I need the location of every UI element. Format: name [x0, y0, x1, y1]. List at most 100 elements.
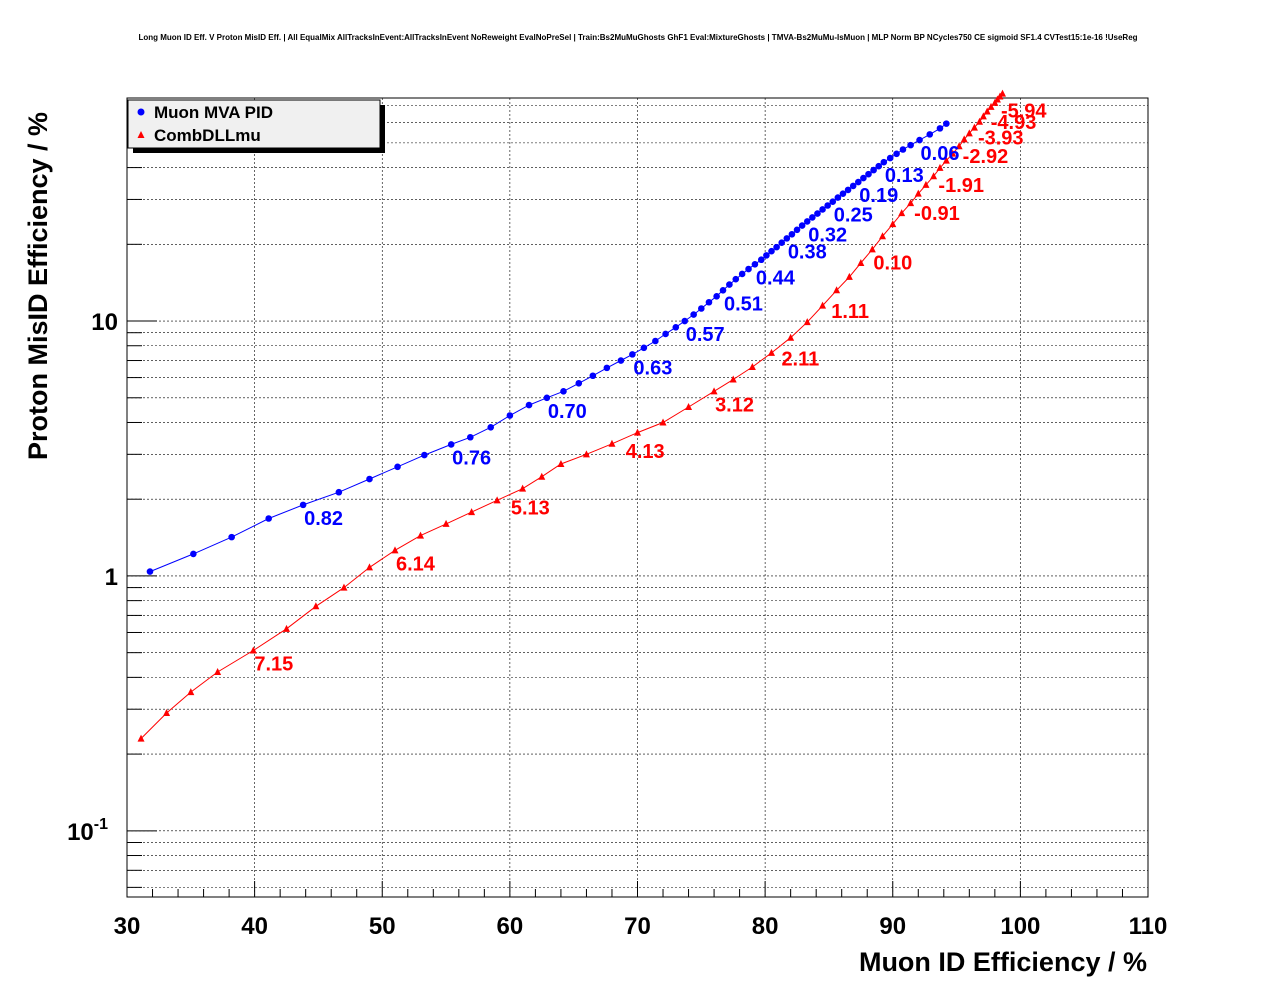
series-point-1	[803, 318, 811, 326]
series-point-1	[898, 209, 906, 217]
data-label: 0.57	[686, 324, 725, 346]
series-point-0	[839, 190, 847, 197]
legend-marker-mva	[137, 108, 145, 116]
series-point-0	[705, 298, 713, 306]
series-point-1	[819, 301, 827, 309]
series-point-0	[870, 166, 877, 174]
y-tick-exponent: -1	[94, 816, 108, 833]
series-point-1	[999, 89, 1007, 97]
series-point-1	[187, 688, 195, 696]
data-label: 2.11	[781, 349, 819, 371]
data-label: 0.10	[873, 252, 912, 274]
series-point-0	[788, 230, 796, 238]
series-point-1	[868, 245, 876, 253]
series-point-0	[543, 394, 551, 402]
series-point-0	[487, 423, 495, 431]
series-point-0	[506, 412, 514, 419]
series-point-0	[943, 120, 950, 127]
data-label: 0.06	[921, 143, 960, 165]
data-label: 0.38	[788, 241, 827, 263]
series-point-0	[926, 131, 934, 138]
series-point-0	[783, 235, 791, 242]
series-point-0	[575, 379, 583, 387]
series-point-0	[726, 281, 733, 288]
data-label: 0.32	[808, 224, 847, 246]
series-point-1	[557, 459, 565, 467]
series-point-0	[798, 222, 806, 229]
series-point-1	[468, 508, 476, 516]
x-tick-label: 30	[114, 913, 141, 940]
series-point-0	[366, 475, 373, 483]
series-point-1	[312, 602, 320, 610]
data-label: 0.44	[756, 267, 796, 289]
series-point-0	[773, 243, 780, 251]
series-point-0	[763, 252, 770, 259]
grid-layer	[126, 98, 1149, 897]
series-point-1	[987, 102, 995, 110]
series-point-0	[745, 265, 752, 273]
data-label: -0.91	[914, 203, 960, 225]
series-point-1	[833, 286, 841, 294]
series-point-0	[335, 488, 343, 496]
data-label: 5.13	[511, 497, 550, 519]
series-point-0	[819, 206, 826, 213]
x-tick-label: 60	[497, 913, 524, 940]
series-point-0	[809, 214, 816, 221]
series-point-1	[983, 107, 991, 115]
data-label: -3.93	[978, 128, 1024, 150]
series-point-1	[768, 348, 776, 356]
series-point-0	[907, 141, 914, 149]
series-point-1	[936, 163, 944, 171]
series-point-1	[922, 180, 930, 188]
series-point-0	[394, 463, 401, 471]
series-point-0	[849, 182, 857, 190]
series-point-0	[299, 501, 307, 509]
data-label: 0.70	[548, 401, 587, 423]
series-point-1	[979, 112, 987, 120]
series-point-0	[421, 451, 428, 459]
series-point-1	[970, 123, 978, 131]
series-point-1	[163, 708, 171, 716]
series-point-0	[893, 150, 900, 158]
series-point-1	[608, 439, 616, 447]
legend-label-mva: Muon MVA PID	[154, 103, 273, 122]
series-point-0	[854, 178, 862, 186]
series-point-1	[538, 472, 546, 480]
series-point-0	[732, 275, 740, 283]
series-point-1	[137, 734, 145, 742]
series-point-0	[916, 136, 923, 144]
data-label: 7.15	[254, 653, 293, 675]
series-point-1	[787, 333, 795, 341]
series-point-1	[907, 199, 915, 207]
series-point-0	[589, 372, 597, 380]
series-point-1	[249, 646, 257, 654]
data-label: 6.14	[396, 553, 436, 575]
series-point-0	[690, 311, 697, 318]
series-point-0	[738, 270, 746, 278]
series-point-0	[886, 154, 894, 162]
legend: Muon MVA PID CombDLLmu	[127, 99, 385, 153]
series-point-1	[748, 363, 756, 371]
series-point-1	[365, 563, 373, 571]
series-point-0	[228, 533, 235, 541]
series-point-0	[757, 256, 765, 264]
data-label: 0.25	[834, 205, 873, 227]
series-point-0	[447, 441, 455, 448]
series-point-0	[698, 305, 705, 312]
series-point-1	[942, 156, 950, 164]
legend-marker-dll	[137, 131, 145, 138]
data-label: -5.94	[1001, 100, 1047, 122]
data-label: 0.82	[304, 508, 343, 530]
data-label: -2.92	[963, 146, 1009, 168]
series-point-0	[880, 158, 888, 166]
series-point-1	[845, 272, 853, 280]
series-point-0	[662, 330, 669, 338]
series-point-1	[417, 531, 425, 539]
data-label: 0.63	[633, 357, 672, 379]
series-point-1	[442, 519, 450, 527]
series-point-0	[793, 226, 801, 234]
series-point-1	[634, 428, 641, 436]
series-point-1	[493, 496, 501, 504]
series-point-0	[640, 344, 648, 352]
